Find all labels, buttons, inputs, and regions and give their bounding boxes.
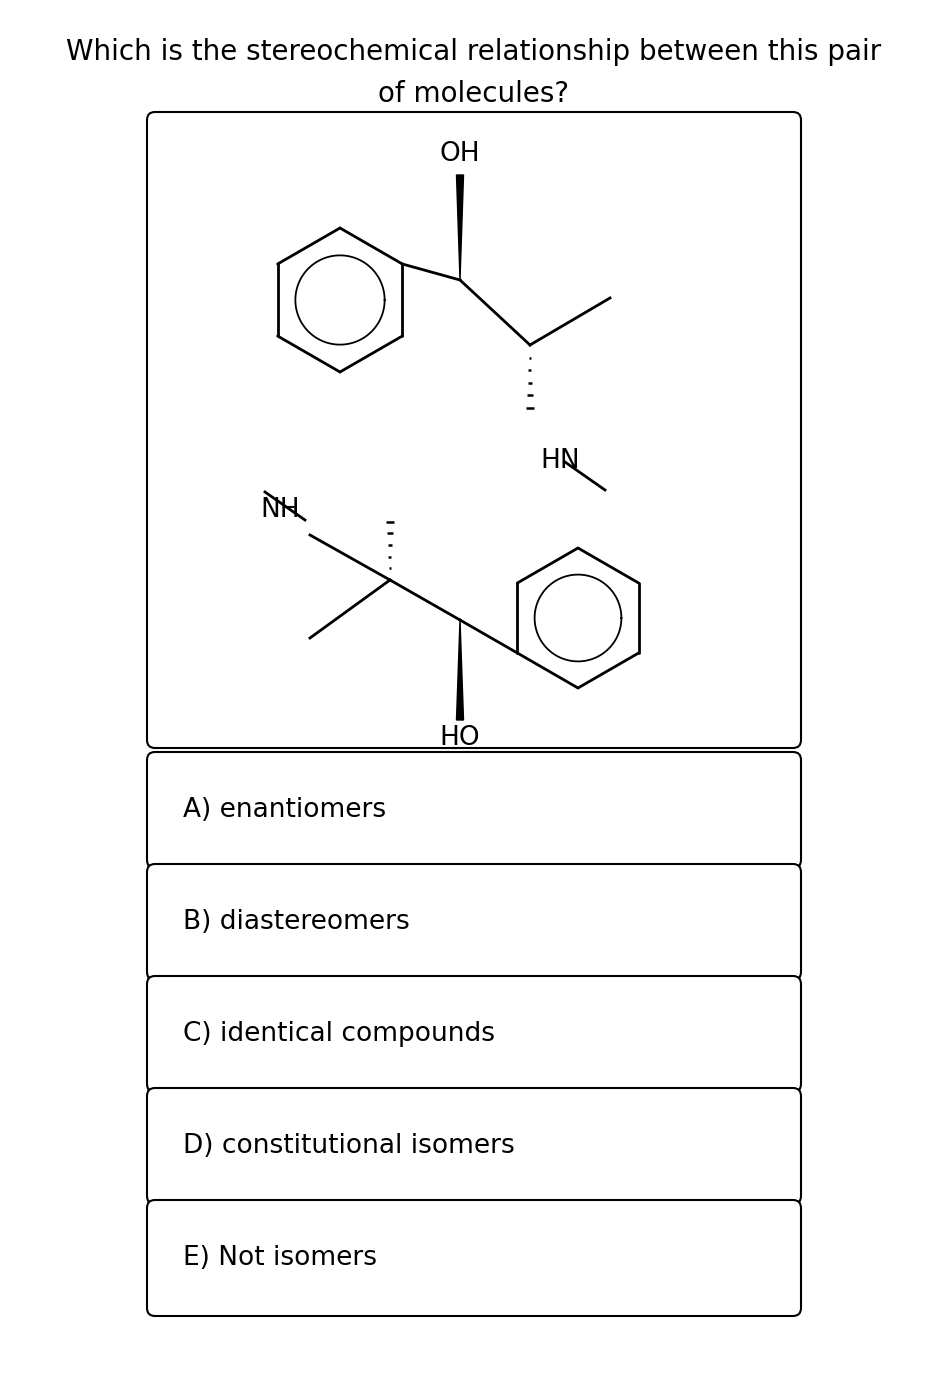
FancyBboxPatch shape [147, 112, 801, 748]
Text: A) enantiomers: A) enantiomers [183, 798, 386, 822]
FancyBboxPatch shape [147, 752, 801, 868]
Text: of molecules?: of molecules? [378, 80, 570, 108]
FancyBboxPatch shape [147, 864, 801, 980]
Text: B) diastereomers: B) diastereomers [183, 909, 410, 936]
Polygon shape [457, 620, 464, 720]
Text: HO: HO [440, 724, 481, 751]
Text: NH: NH [261, 497, 300, 523]
Text: OH: OH [440, 141, 481, 167]
Text: HN: HN [540, 448, 579, 473]
FancyBboxPatch shape [147, 976, 801, 1092]
Text: E) Not isomers: E) Not isomers [183, 1245, 377, 1271]
Text: C) identical compounds: C) identical compounds [183, 1021, 495, 1047]
Text: D) constitutional isomers: D) constitutional isomers [183, 1133, 515, 1159]
Text: Which is the stereochemical relationship between this pair: Which is the stereochemical relationship… [66, 39, 882, 66]
Polygon shape [457, 175, 464, 280]
FancyBboxPatch shape [147, 1087, 801, 1203]
FancyBboxPatch shape [147, 1201, 801, 1317]
